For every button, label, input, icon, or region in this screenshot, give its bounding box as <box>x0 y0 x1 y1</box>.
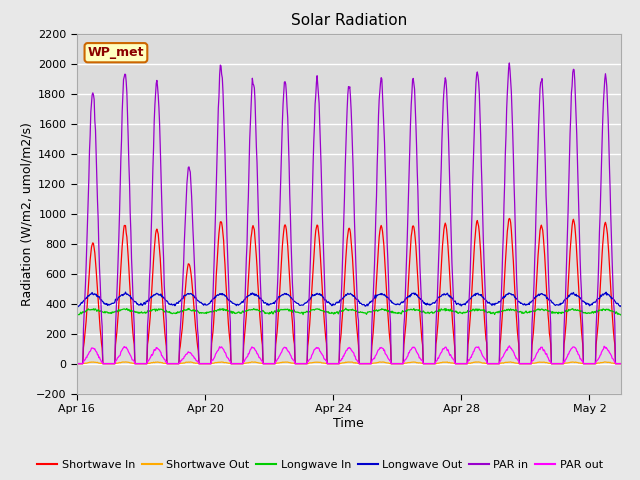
PAR in <box>617 361 625 367</box>
Shortwave In <box>73 361 81 367</box>
PAR out <box>73 361 81 367</box>
Longwave Out <box>184 291 191 297</box>
PAR in <box>489 361 497 367</box>
Shortwave In <box>489 361 497 367</box>
Longwave In <box>617 312 625 318</box>
Longwave Out <box>490 302 497 308</box>
PAR out <box>147 355 154 360</box>
Shortwave In <box>135 361 143 367</box>
Longwave In <box>490 310 497 315</box>
PAR out <box>355 360 362 365</box>
Longwave Out <box>73 304 81 310</box>
Longwave In <box>135 309 143 315</box>
Shortwave Out <box>135 361 143 367</box>
Shortwave Out <box>401 360 408 366</box>
Shortwave In <box>355 343 362 348</box>
Longwave In <box>73 312 81 318</box>
PAR in <box>183 180 191 186</box>
Shortwave In <box>506 216 513 221</box>
Shortwave In <box>183 269 191 275</box>
Shortwave In <box>617 361 625 367</box>
Shortwave Out <box>617 361 625 367</box>
Shortwave Out <box>355 360 362 366</box>
Longwave In <box>183 307 191 313</box>
Line: PAR in: PAR in <box>77 63 621 364</box>
Longwave In <box>342 305 349 311</box>
PAR in <box>135 361 143 367</box>
Line: Longwave Out: Longwave Out <box>77 292 621 307</box>
Longwave In <box>401 308 409 314</box>
Shortwave Out <box>489 361 497 367</box>
PAR out <box>183 351 191 357</box>
Line: Shortwave Out: Shortwave Out <box>77 362 621 364</box>
PAR in <box>506 60 513 66</box>
PAR out <box>617 361 625 367</box>
Longwave Out <box>355 299 363 304</box>
Text: WP_met: WP_met <box>88 46 144 59</box>
X-axis label: Time: Time <box>333 417 364 430</box>
Legend: Shortwave In, Shortwave Out, Longwave In, Longwave Out, PAR in, PAR out: Shortwave In, Shortwave Out, Longwave In… <box>33 456 607 474</box>
PAR out <box>401 358 408 364</box>
Longwave Out <box>136 302 143 308</box>
Title: Solar Radiation: Solar Radiation <box>291 13 407 28</box>
PAR in <box>147 263 154 269</box>
Y-axis label: Radiation (W/m2, umol/m2/s): Radiation (W/m2, umol/m2/s) <box>20 121 33 306</box>
PAR in <box>401 314 408 320</box>
PAR out <box>135 361 143 367</box>
PAR in <box>355 318 362 324</box>
Shortwave Out <box>147 360 154 366</box>
Shortwave In <box>147 314 154 320</box>
Line: PAR out: PAR out <box>77 346 621 364</box>
Line: Shortwave In: Shortwave In <box>77 218 621 364</box>
PAR out <box>489 361 497 367</box>
Shortwave Out <box>73 361 81 367</box>
Longwave In <box>147 308 154 313</box>
Longwave Out <box>122 289 129 295</box>
PAR in <box>73 361 81 367</box>
Shortwave Out <box>183 360 191 365</box>
Shortwave In <box>401 335 408 341</box>
Shortwave Out <box>601 359 609 365</box>
Longwave In <box>355 310 363 315</box>
Line: Longwave In: Longwave In <box>77 308 621 315</box>
Longwave Out <box>401 296 409 302</box>
Longwave Out <box>147 294 155 300</box>
PAR out <box>506 343 513 348</box>
Longwave Out <box>617 303 625 309</box>
